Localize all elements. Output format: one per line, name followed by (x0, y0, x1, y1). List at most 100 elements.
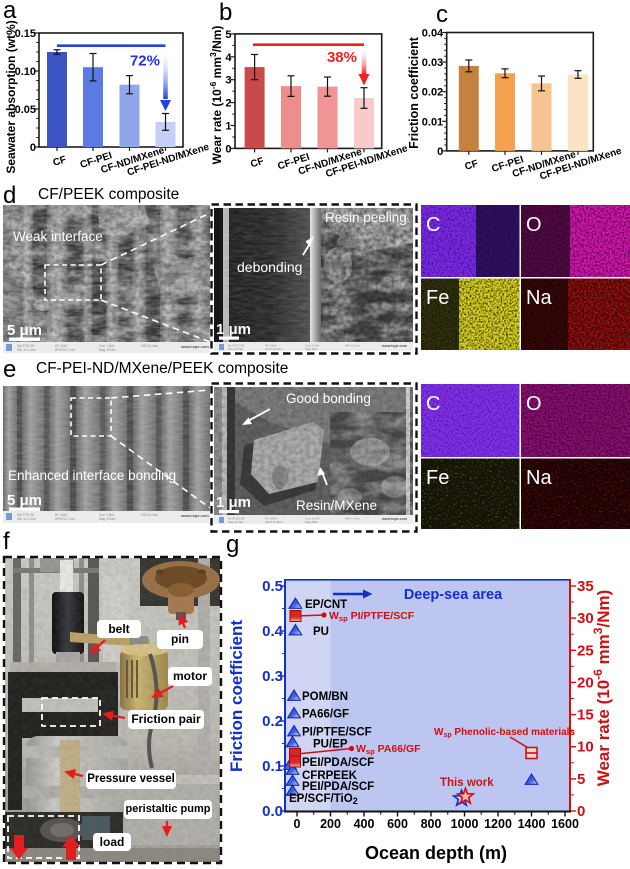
svg-text:PU/EP: PU/EP (313, 739, 348, 751)
svg-text:0.3: 0.3 (262, 668, 283, 685)
svg-text:0: 0 (225, 143, 231, 155)
svg-text:EP/SCF/TiO2: EP/SCF/TiO2 (289, 793, 358, 806)
svg-text:0: 0 (30, 142, 36, 154)
svg-text:PEI/PDA/SCF: PEI/PDA/SCF (302, 781, 374, 793)
svg-text:Friction coefficient: Friction coefficient (227, 620, 246, 772)
svg-text:WD 10.2 mm: WD 10.2 mm (17, 348, 36, 352)
svg-text:www.tspe.com: www.tspe.com (381, 517, 407, 521)
svg-text:WD 4.1mm: WD 4.1mm (345, 517, 361, 521)
svg-text:Na: Na (526, 467, 552, 489)
svg-text:HV 10kV: HV 10kV (55, 344, 68, 348)
svg-text:0.1: 0.1 (262, 758, 283, 775)
svg-text:0.05: 0.05 (15, 104, 36, 116)
svg-text:0: 0 (577, 803, 585, 820)
svg-text:35: 35 (577, 578, 594, 595)
svg-text:HV 10kV: HV 10kV (265, 517, 277, 521)
svg-text:Wear rate (10-6 mm3/Nm): Wear rate (10-6 mm3/Nm) (208, 26, 224, 165)
svg-text:www.tspe.com: www.tspe.com (180, 513, 209, 518)
svg-text:Weak interface: Weak interface (13, 229, 103, 244)
svg-text:5 μm: 5 μm (7, 492, 42, 509)
svg-text:20: 20 (577, 674, 594, 691)
svg-text:Curr 1.5nA: Curr 1.5nA (305, 517, 320, 521)
svg-text:Det ETD-SE: Det ETD-SE (17, 344, 35, 348)
svg-text:VSD 8.2mm: VSD 8.2mm (141, 513, 159, 517)
svg-text:5: 5 (577, 771, 585, 788)
svg-text:1: 1 (225, 121, 231, 133)
svg-text:HV 10kV: HV 10kV (55, 513, 68, 517)
svg-text:PEI/PDA/SCF: PEI/PDA/SCF (302, 757, 374, 769)
svg-text:Enhanced interface bonding: Enhanced interface bonding (8, 468, 176, 483)
svg-text:HFW 12.8um: HFW 12.8um (265, 347, 283, 351)
svg-text:Mag 50kx: Mag 50kx (305, 347, 319, 351)
svg-text:PI/PTFE/SCF: PI/PTFE/SCF (302, 727, 372, 739)
svg-text:www.tspe.com: www.tspe.com (180, 344, 209, 349)
svg-text:15: 15 (577, 707, 594, 724)
svg-text:1 μm: 1 μm (216, 321, 251, 338)
svg-text:0.03: 0.03 (422, 57, 443, 69)
svg-text:72%: 72% (130, 53, 160, 70)
svg-text:4: 4 (225, 52, 232, 64)
svg-text:3: 3 (225, 75, 231, 87)
svg-text:WD 4.1mm: WD 4.1mm (345, 344, 361, 348)
svg-text:EP/CNT: EP/CNT (305, 599, 347, 611)
svg-text:0.2: 0.2 (262, 713, 283, 730)
svg-text:HV 10kV: HV 10kV (265, 344, 277, 348)
svg-text:1000: 1000 (451, 817, 479, 831)
svg-text:800: 800 (421, 817, 442, 831)
svg-text:0.15: 0.15 (15, 28, 36, 40)
svg-text:Resin/MXene: Resin/MXene (296, 498, 377, 513)
svg-text:POM/BN: POM/BN (302, 691, 348, 703)
svg-text:debonding: debonding (237, 259, 302, 275)
svg-text:Wear rate (10-6 mm3/Nm): Wear rate (10-6 mm3/Nm) (591, 590, 613, 787)
svg-text:1 μm: 1 μm (216, 494, 251, 511)
svg-text:0: 0 (437, 146, 443, 158)
svg-text:0.01: 0.01 (422, 116, 443, 128)
svg-text:Mag 15.0kx: Mag 15.0kx (99, 517, 116, 521)
svg-text:Curr 1.5nA: Curr 1.5nA (99, 344, 115, 348)
svg-text:Na: Na (526, 287, 552, 309)
svg-text:0: 0 (294, 817, 301, 831)
svg-text:PA66/GF: PA66/GF (302, 709, 349, 721)
svg-text:C: C (426, 214, 440, 236)
svg-text:O: O (526, 393, 542, 415)
svg-text:HFW 12.8um: HFW 12.8um (265, 520, 283, 524)
svg-text:a: a (3, 0, 17, 24)
svg-text:0.02: 0.02 (422, 87, 443, 99)
svg-text:Det ETD-SE: Det ETD-SE (228, 517, 245, 521)
svg-text:C: C (426, 393, 440, 415)
svg-text:Curr 1.5nA: Curr 1.5nA (99, 513, 115, 517)
svg-text:Fe: Fe (426, 287, 449, 309)
svg-text:0.04: 0.04 (422, 28, 444, 40)
svg-text:600: 600 (387, 817, 408, 831)
svg-text:www.tspe.com: www.tspe.com (381, 344, 407, 348)
svg-text:Det ETD-SE: Det ETD-SE (228, 344, 245, 348)
svg-text:CFRPEEK: CFRPEEK (302, 770, 358, 782)
svg-text:Mag 45.0kx: Mag 45.0kx (228, 347, 244, 351)
svg-text:0.10: 0.10 (15, 66, 36, 78)
svg-text:O: O (526, 214, 542, 236)
svg-text:10: 10 (577, 739, 594, 756)
svg-text:b: b (219, 0, 232, 26)
svg-text:1200: 1200 (484, 817, 512, 831)
svg-text:200: 200 (320, 817, 341, 831)
svg-text:Resin peeling: Resin peeling (325, 210, 407, 225)
svg-text:2: 2 (225, 98, 231, 110)
svg-text:Wsp Phenolic-based materials: Wsp Phenolic-based materials (434, 727, 575, 739)
svg-text:PU: PU (313, 626, 329, 638)
svg-text:Det ETD-SE: Det ETD-SE (17, 513, 35, 517)
svg-text:5: 5 (225, 29, 231, 41)
svg-text:5 μm: 5 μm (7, 322, 42, 339)
svg-text:HFW 51.2 um: HFW 51.2 um (55, 517, 75, 521)
svg-text:Wsp PI/PTFE/SCF: Wsp PI/PTFE/SCF (329, 610, 415, 623)
svg-text:Mag 15.0kx: Mag 15.0kx (99, 348, 116, 352)
svg-text:1600: 1600 (551, 817, 579, 831)
svg-text:c: c (436, 1, 448, 28)
svg-text:Good bonding: Good bonding (286, 391, 371, 406)
svg-text:WD 10.2 mm: WD 10.2 mm (17, 517, 36, 521)
svg-text:Curr 1.5nA: Curr 1.5nA (305, 344, 320, 348)
svg-text:CF: CF (249, 156, 265, 171)
svg-text:CF: CF (52, 154, 68, 169)
svg-text:Friction coefficient: Friction coefficient (407, 36, 421, 149)
svg-text:VSD 8.2mm: VSD 8.2mm (141, 344, 159, 348)
svg-text:30: 30 (577, 610, 594, 627)
